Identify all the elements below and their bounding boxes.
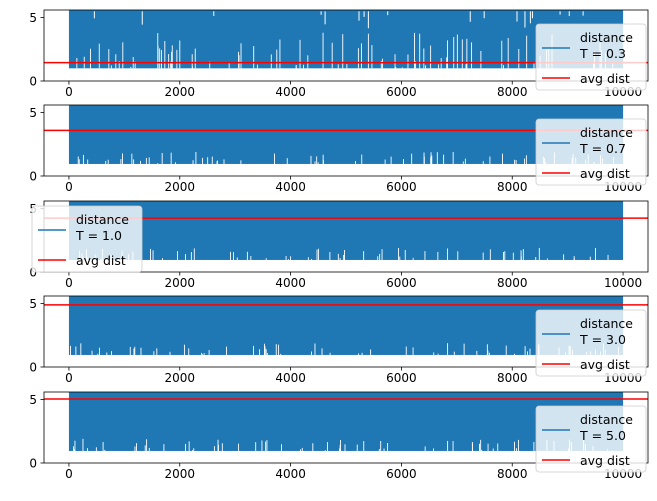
x-tick-label: 2000 bbox=[164, 85, 195, 99]
legend-distance-label: T = 3.0 bbox=[579, 332, 626, 347]
x-tick-label: 6000 bbox=[386, 371, 417, 385]
x-tick-label: 4000 bbox=[275, 371, 306, 385]
legend-box bbox=[535, 405, 647, 473]
axes-frame bbox=[43, 104, 649, 177]
x-tick-label: 0 bbox=[65, 85, 73, 99]
x-tick-label: 2000 bbox=[164, 371, 195, 385]
x-tick-label: 8000 bbox=[497, 371, 528, 385]
x-tick-label: 2000 bbox=[164, 276, 195, 290]
y-tick-label: 0 bbox=[29, 457, 37, 471]
x-tick-label: 8000 bbox=[497, 467, 528, 481]
legend-distance-label: distance bbox=[580, 125, 633, 140]
legend-distance-label: T = 0.7 bbox=[579, 141, 626, 156]
x-tick-label: 4000 bbox=[275, 85, 306, 99]
distance-band bbox=[68, 392, 624, 451]
axes-frame bbox=[43, 9, 649, 82]
x-tick-label: 8000 bbox=[497, 276, 528, 290]
legend-box bbox=[535, 118, 647, 186]
distance-band bbox=[68, 105, 624, 164]
axes-frame bbox=[43, 391, 649, 464]
x-tick-label: 8000 bbox=[497, 180, 528, 194]
distance-series bbox=[68, 201, 624, 260]
x-tick-label: 4000 bbox=[275, 276, 306, 290]
x-tick-label: 2000 bbox=[164, 467, 195, 481]
x-tick-label: 6000 bbox=[386, 180, 417, 194]
x-tick-label: 4000 bbox=[275, 467, 306, 481]
x-tick-label: 4000 bbox=[275, 180, 306, 194]
y-tick-label: 5 bbox=[29, 297, 37, 311]
legend-distance-label: T = 0.3 bbox=[579, 46, 626, 61]
x-tick-label: 8000 bbox=[497, 85, 528, 99]
legend-avg-label: avg dist bbox=[580, 453, 630, 468]
x-tick-label: 6000 bbox=[386, 467, 417, 481]
y-tick-label: 0 bbox=[29, 170, 37, 184]
x-tick-label: 0 bbox=[65, 467, 73, 481]
legend-box bbox=[31, 205, 143, 273]
distance-band bbox=[68, 201, 624, 260]
x-tick-label: 0 bbox=[65, 180, 73, 194]
distance-series bbox=[68, 296, 624, 355]
y-tick-label: 0 bbox=[29, 266, 37, 280]
legend-distance-label: distance bbox=[580, 30, 633, 45]
y-tick-label: 5 bbox=[29, 106, 37, 120]
legend-distance-label: T = 5.0 bbox=[579, 428, 626, 443]
x-tick-label: 0 bbox=[65, 371, 73, 385]
legend-distance-label: distance bbox=[76, 212, 129, 227]
x-tick-label: 6000 bbox=[386, 85, 417, 99]
distance-series bbox=[68, 105, 624, 164]
x-tick-label: 0 bbox=[65, 276, 73, 290]
distance-series bbox=[68, 392, 624, 451]
legend-distance-label: T = 1.0 bbox=[75, 228, 122, 243]
y-tick-label: 0 bbox=[29, 361, 37, 375]
y-tick-label: 5 bbox=[29, 11, 37, 25]
legend-avg-label: avg dist bbox=[580, 357, 630, 372]
y-tick-label: 5 bbox=[29, 393, 37, 407]
legend-avg-label: avg dist bbox=[580, 166, 630, 181]
legend-avg-label: avg dist bbox=[76, 253, 126, 268]
legend-distance-label: distance bbox=[580, 316, 633, 331]
distance-band bbox=[68, 296, 624, 355]
x-tick-label: 10000 bbox=[604, 276, 642, 290]
legend-box bbox=[535, 23, 647, 91]
y-tick-label: 0 bbox=[29, 75, 37, 89]
legend-box bbox=[535, 309, 647, 377]
legend-distance-label: distance bbox=[580, 412, 633, 427]
x-tick-label: 2000 bbox=[164, 180, 195, 194]
legend-avg-label: avg dist bbox=[580, 71, 630, 86]
x-tick-label: 6000 bbox=[386, 276, 417, 290]
axes-frame bbox=[43, 295, 649, 368]
